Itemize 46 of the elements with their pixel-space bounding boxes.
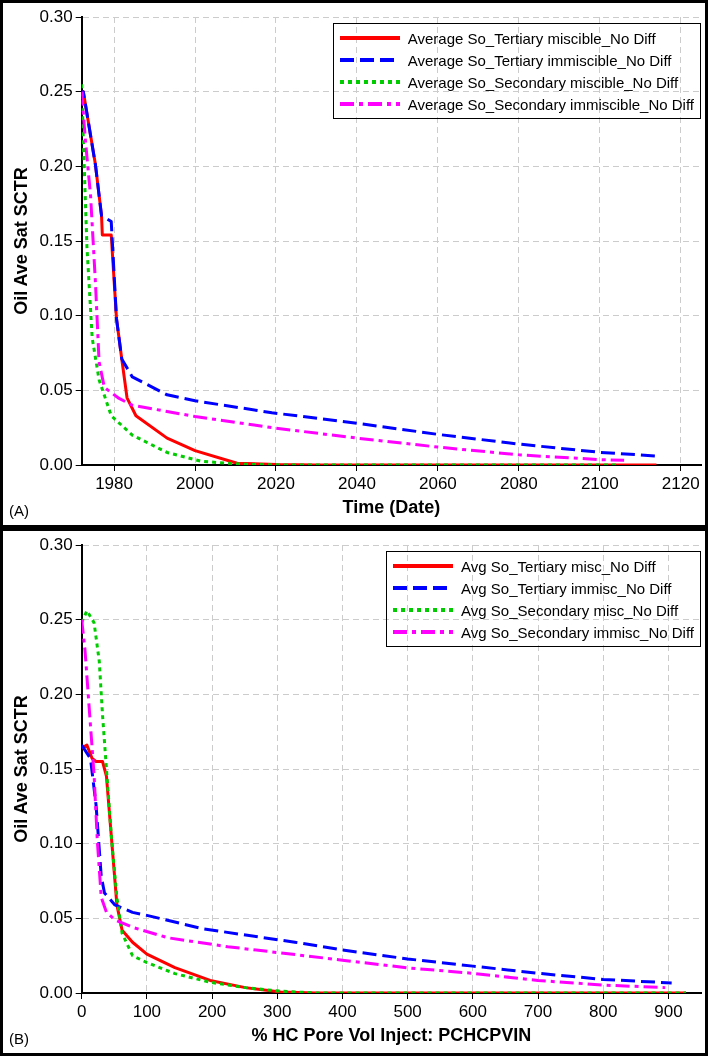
legend-label: Avg So_Tertiary immisc_No Diff	[461, 579, 672, 597]
text: (B)	[9, 1029, 29, 1047]
y-tick-label: 0.05	[39, 908, 73, 928]
y-tick-label: 0.10	[39, 833, 73, 853]
y-tick-label: 0.30	[39, 6, 73, 26]
legend-label: Average So_Secondary miscible_No Diff	[407, 73, 679, 91]
y-tick-label: 0.25	[39, 81, 73, 101]
legend-label: Avg So_Tertiary misc_No Diff	[461, 557, 656, 575]
x-tick-label: 700	[523, 1001, 553, 1021]
y-tick-label: 0.15	[39, 758, 73, 778]
x-tick-label: 600	[458, 1001, 488, 1021]
x-tick-label: 500	[393, 1001, 422, 1021]
y-tick-label: 0.15	[39, 230, 73, 250]
y-tick-label: 0.20	[39, 684, 73, 704]
x-axis-title: % HC Pore Vol Inject: PCHCPVIN	[251, 1025, 532, 1046]
legend-label: Average So_Secondary immiscible_No Diff	[407, 95, 694, 113]
x-tick-label: 800	[589, 1001, 618, 1021]
legend-label: Avg So_Secondary immisc_No Diff	[461, 623, 694, 641]
legend-label: Average So_Tertiary miscible_No Diff	[407, 29, 656, 47]
x-axis-title: Time (Date)	[342, 497, 441, 518]
legend-label: Average So_Tertiary immiscible_No Diff	[407, 51, 672, 69]
x-tick-label: 2040	[338, 473, 376, 493]
x-tick-label: 200	[197, 1001, 227, 1021]
x-tick-label: 2020	[257, 473, 295, 493]
y-tick-label: 0.30	[39, 534, 73, 554]
y-axis-title: Oil Ave Sat SCTR	[10, 695, 31, 843]
x-tick-label: 400	[328, 1001, 357, 1021]
y-tick-label: 0.10	[39, 305, 73, 325]
y-tick-label: 0.20	[39, 156, 73, 176]
y-tick-label: 0.05	[39, 380, 73, 400]
text: (A)	[9, 501, 29, 519]
x-tick-label: 2080	[499, 473, 538, 493]
x-tick-label: 2000	[176, 473, 214, 493]
y-tick-label: 0.00	[39, 454, 73, 474]
y-tick-label: 0.25	[39, 609, 73, 629]
x-tick-label: 1980	[95, 473, 133, 493]
x-tick-label: 100	[132, 1001, 162, 1021]
x-tick-label: 900	[654, 1001, 683, 1021]
x-tick-label: 2060	[418, 473, 457, 493]
y-tick-label: 0.00	[39, 982, 73, 1002]
y-axis-title: Oil Ave Sat SCTR	[10, 167, 31, 315]
x-tick-label: 300	[263, 1001, 292, 1021]
legend-label: Avg So_Secondary misc_No Diff	[461, 601, 679, 619]
x-tick-label: 0	[76, 1001, 87, 1021]
x-tick-label: 2100	[580, 473, 619, 493]
x-tick-label: 2120	[661, 473, 700, 493]
